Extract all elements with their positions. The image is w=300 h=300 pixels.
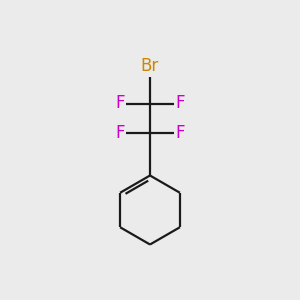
Text: Br: Br [141, 57, 159, 75]
Text: F: F [176, 94, 185, 112]
Text: F: F [115, 94, 124, 112]
Text: F: F [176, 124, 185, 142]
Text: F: F [115, 124, 124, 142]
